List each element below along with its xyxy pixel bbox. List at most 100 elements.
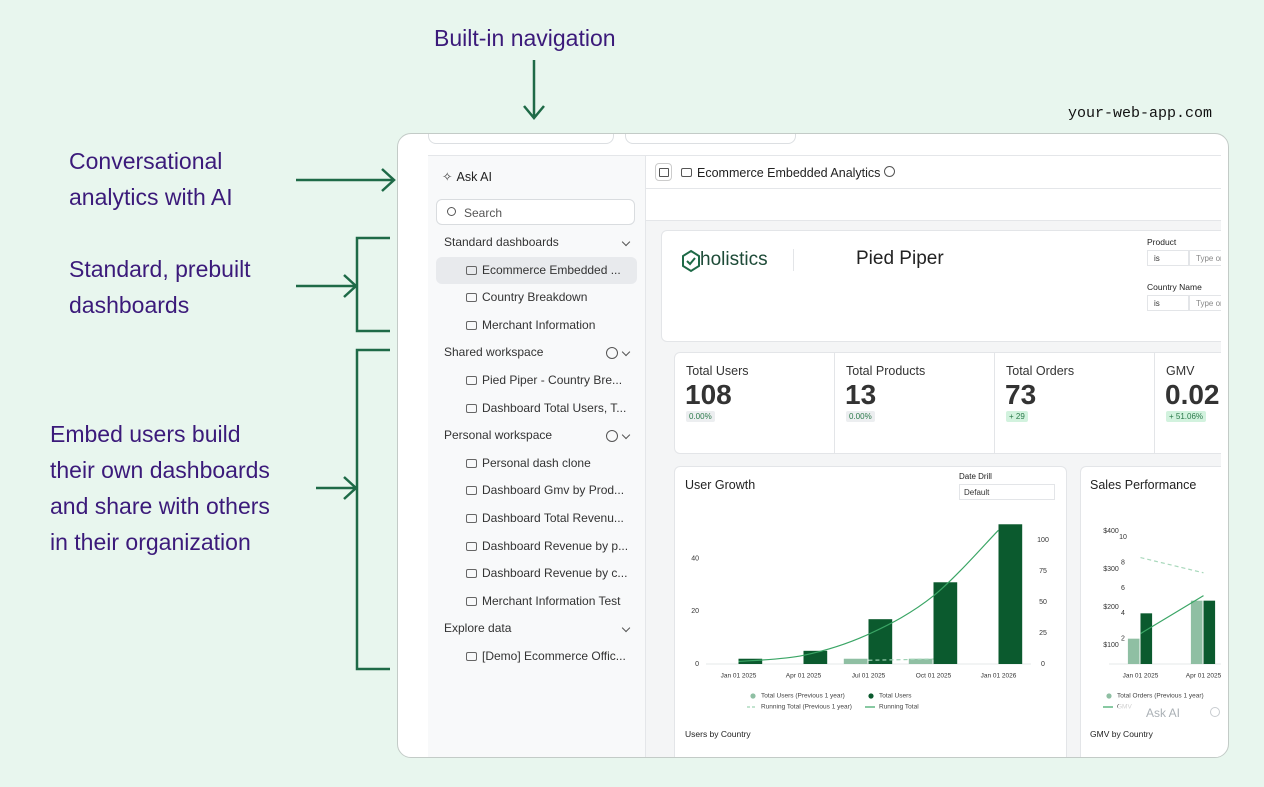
nav-item[interactable]: Dashboard Total Revenu... xyxy=(428,505,645,533)
kpi-label: Total Orders xyxy=(1006,364,1075,378)
bar xyxy=(1190,600,1203,664)
kpi-change: + 51.06% xyxy=(1166,411,1207,422)
nav-item-label: Merchant Information Test xyxy=(482,593,621,608)
bar xyxy=(1203,600,1216,664)
annotation-line: analytics with AI xyxy=(69,184,233,210)
line xyxy=(1140,557,1204,574)
nav-section: Explore data [Demo] Ecommerce Offic... xyxy=(428,615,645,670)
annotation: Standard, prebuilt dashboards xyxy=(69,251,251,323)
kpi-label: GMV xyxy=(1166,364,1195,378)
annotation-line: Embed users build xyxy=(50,421,241,447)
y-tick-label: 40 xyxy=(691,555,699,562)
dashboard-icon xyxy=(466,458,477,468)
annotation-line: Standard, prebuilt xyxy=(69,256,251,282)
dashboard-name: Pied Piper xyxy=(856,248,944,269)
dashboard-icon xyxy=(466,486,477,496)
chart-title: Sales Performance xyxy=(1090,478,1197,492)
ask-ai[interactable]: ✧ Ask AI xyxy=(442,170,492,184)
floating-ask-ai[interactable]: Ask AI xyxy=(1118,700,1228,726)
kpi-value: 108 xyxy=(685,379,732,410)
y-tick-label: 6 xyxy=(1121,585,1125,592)
info-icon[interactable] xyxy=(884,166,895,177)
bar xyxy=(998,524,1023,664)
y-tick-label: 8 xyxy=(1121,560,1125,567)
bar xyxy=(1140,613,1153,664)
add-icon[interactable] xyxy=(606,347,618,360)
annotation: Embed users build their own dashboards and… xyxy=(50,416,270,560)
x-tick-label: Apr 01 2025 xyxy=(786,673,822,680)
kpi-change: 0.00% xyxy=(846,411,875,422)
dashboard-header: holistics Pied Piper Product is Type or Cou… xyxy=(661,230,1221,342)
tab xyxy=(428,134,614,144)
nav-item-label: Pied Piper - Country Bre... xyxy=(482,372,623,387)
x-tick-label: Jan 01 2025 xyxy=(721,673,757,680)
nav-item[interactable]: Merchant Information Test xyxy=(428,588,645,616)
annotation: Conversational analytics with AI xyxy=(69,143,233,215)
dashboard-icon xyxy=(681,168,692,177)
chevron xyxy=(621,430,631,440)
x-tick-label: Jul 01 2025 xyxy=(852,673,886,680)
main: Ecommerce Embedded Analytics holistics P… xyxy=(646,155,1221,757)
nav-item[interactable]: Dashboard Revenue by p... xyxy=(428,533,645,561)
legend-label: Running Total (Previous 1 year) xyxy=(761,704,852,711)
kpi-row: Total Users 108 0.00% Total Products 13 0.00%… xyxy=(674,352,1221,454)
annotation-line: and share with others xyxy=(50,493,270,519)
y-tick-label: 20 xyxy=(691,608,699,615)
dashboard-icon xyxy=(466,265,477,275)
nav-item-label: Ecommerce Embedded ... xyxy=(482,262,621,277)
ask-ai-label: Ask AI xyxy=(456,170,492,184)
nav-item[interactable]: Country Breakdown xyxy=(428,284,645,312)
nav-item-label: Personal dash clone xyxy=(482,455,591,470)
app-window: ✧ Ask AI Search Standard dashboards Ecomme… xyxy=(397,133,1229,758)
y-tick-label: 0 xyxy=(1041,661,1045,668)
annotation-line: Conversational xyxy=(69,148,223,174)
x-tick-label: Oct 01 2025 xyxy=(916,673,952,680)
filter-input[interactable]: Type or xyxy=(1189,250,1221,266)
control-label: Date Drill xyxy=(959,472,992,481)
dashboard-icon xyxy=(466,513,477,523)
nav-item[interactable]: Merchant Information xyxy=(428,312,645,340)
chart-title: User Growth xyxy=(685,478,756,492)
bar xyxy=(908,658,933,664)
chart-footer: Users by Country xyxy=(685,729,751,739)
filter-input[interactable]: Type or xyxy=(1189,295,1221,311)
add-icon[interactable] xyxy=(606,430,618,443)
section-header[interactable]: Explore data xyxy=(428,615,645,643)
section-header[interactable]: Standard dashboards xyxy=(428,229,645,257)
kpi-card: GMV 0.02 + 51.06% xyxy=(1155,353,1221,453)
y-tick-label: $200 xyxy=(1103,604,1119,611)
date-drill-select[interactable]: Default xyxy=(959,484,1055,500)
kpi-value: 73 xyxy=(1005,379,1037,410)
nav-item[interactable]: Personal dash clone xyxy=(428,450,645,478)
y-tick-label: 10 xyxy=(1119,534,1127,541)
nav-item[interactable]: Dashboard Total Users, T... xyxy=(428,395,645,423)
kpi-label: Total Products xyxy=(846,364,926,378)
chart: 0 20 40 0 25 50 75 100 Jan 01 2025 Apr 01 2025 Jul… xyxy=(691,524,1049,711)
bar xyxy=(738,658,763,664)
y-tick-label: 100 xyxy=(1037,537,1049,544)
section-header[interactable]: Personal workspace xyxy=(428,422,645,450)
x-tick-label: Jan 01 2025 xyxy=(1123,673,1159,680)
bar xyxy=(843,658,868,664)
section-header[interactable]: Shared workspace xyxy=(428,339,645,367)
dashboard-title: Ecommerce Embedded Analytics xyxy=(697,166,881,180)
nav-section: Standard dashboards Ecommerce Embedded ..… xyxy=(428,229,645,339)
annotation-line: dashboards xyxy=(69,292,190,318)
nav-item-label: Country Breakdown xyxy=(482,290,588,305)
nav-item[interactable]: Pied Piper - Country Bre... xyxy=(428,367,645,395)
filter-operator[interactable]: is xyxy=(1147,295,1189,311)
chart-footer: GMV by Country xyxy=(1090,729,1153,739)
y-tick-label: $100 xyxy=(1103,642,1119,649)
nav-section: Personal workspace Personal dash clone Das… xyxy=(428,422,645,615)
nav-item-label: Merchant Information xyxy=(482,317,596,332)
nav-item[interactable]: Dashboard Revenue by c... xyxy=(428,560,645,588)
nav-item[interactable]: Ecommerce Embedded ... xyxy=(436,256,637,285)
sidebar-toggle[interactable] xyxy=(655,163,672,181)
nav-item[interactable]: [Demo] Ecommerce Offic... xyxy=(428,643,645,671)
search-box[interactable]: Search xyxy=(436,199,635,225)
nav-item[interactable]: Dashboard Gmv by Prod... xyxy=(428,477,645,505)
filter-operator[interactable]: is xyxy=(1147,250,1189,266)
filters: Product is Type or Country Name is Type or xyxy=(1147,237,1221,337)
nav-item-label: [Demo] Ecommerce Offic... xyxy=(482,648,626,663)
